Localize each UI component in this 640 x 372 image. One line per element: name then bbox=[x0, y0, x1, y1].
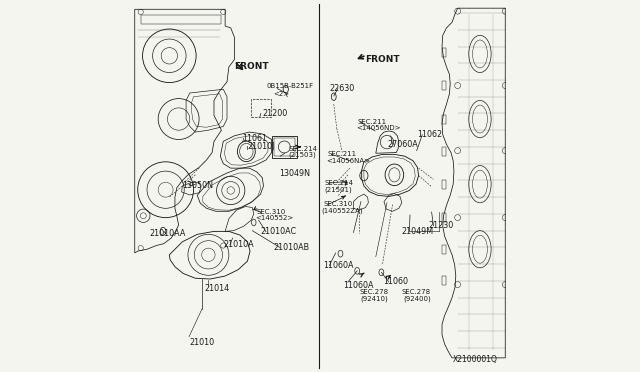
Text: 21010AC: 21010AC bbox=[260, 227, 296, 236]
Text: SEC.310: SEC.310 bbox=[324, 201, 353, 207]
Bar bbox=[442, 115, 447, 124]
Text: 21010AB: 21010AB bbox=[273, 243, 310, 252]
Text: 22630: 22630 bbox=[330, 84, 355, 93]
Bar bbox=[442, 147, 447, 156]
Text: <2>: <2> bbox=[273, 91, 290, 97]
Text: 21010A: 21010A bbox=[223, 240, 254, 249]
Text: <14056NA>: <14056NA> bbox=[326, 158, 371, 164]
Text: 21010AA: 21010AA bbox=[149, 229, 185, 238]
Text: SEC.214: SEC.214 bbox=[324, 180, 353, 186]
Text: SEC.211: SEC.211 bbox=[357, 119, 387, 125]
Text: 11061: 11061 bbox=[242, 134, 267, 143]
Text: SEC.214: SEC.214 bbox=[289, 146, 317, 152]
Bar bbox=[442, 213, 447, 222]
Text: SEC.310: SEC.310 bbox=[257, 209, 286, 215]
Bar bbox=[271, 136, 297, 158]
Bar bbox=[274, 138, 294, 156]
Text: SEC.278: SEC.278 bbox=[402, 289, 431, 295]
Text: 21230: 21230 bbox=[428, 221, 453, 230]
Text: SEC.211: SEC.211 bbox=[328, 151, 356, 157]
Text: 11062: 11062 bbox=[417, 130, 443, 139]
Text: <14056ND>: <14056ND> bbox=[356, 125, 401, 131]
Bar bbox=[442, 48, 447, 57]
Bar bbox=[442, 81, 447, 90]
Text: (140552ZA): (140552ZA) bbox=[322, 207, 364, 214]
Text: FRONT: FRONT bbox=[365, 55, 399, 64]
Bar bbox=[442, 180, 447, 189]
Text: 21010J: 21010J bbox=[248, 142, 275, 151]
Text: 21200: 21200 bbox=[262, 109, 287, 118]
Bar bbox=[251, 99, 271, 117]
Text: 11060A: 11060A bbox=[344, 281, 374, 290]
Bar bbox=[442, 276, 447, 285]
Text: 13050N: 13050N bbox=[182, 182, 213, 190]
Text: 13049N: 13049N bbox=[279, 169, 310, 178]
Text: FRONT: FRONT bbox=[234, 62, 269, 71]
Text: 21014: 21014 bbox=[204, 284, 229, 293]
Text: 0B15B-B251F: 0B15B-B251F bbox=[266, 83, 313, 89]
Text: X2100001Q: X2100001Q bbox=[453, 355, 498, 364]
Text: (92410): (92410) bbox=[360, 295, 388, 302]
Text: (92400): (92400) bbox=[403, 295, 431, 302]
Text: 21010: 21010 bbox=[189, 338, 214, 347]
Text: SEC.278: SEC.278 bbox=[359, 289, 388, 295]
Text: 11060A: 11060A bbox=[323, 261, 353, 270]
Text: (21501): (21501) bbox=[324, 186, 352, 193]
Bar bbox=[442, 245, 447, 254]
Text: <140552>: <140552> bbox=[255, 215, 293, 221]
Text: 11060: 11060 bbox=[383, 278, 408, 286]
Text: 21049M: 21049M bbox=[402, 227, 434, 236]
Text: (21503): (21503) bbox=[289, 152, 316, 158]
Text: 27060A: 27060A bbox=[387, 140, 418, 149]
